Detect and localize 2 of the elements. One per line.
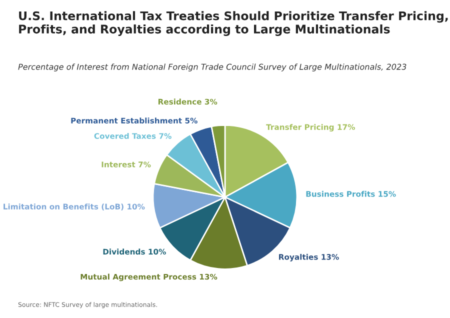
chart-title: U.S. International Tax Treaties Should Prioritize Transfer Pricing, Profits, and Royalties according to Large Multinationals bbox=[19, 11, 448, 36]
chart-subtitle: Percentage of Interest from National Foreign Trade Council Survey of Large Multinationals, 2023 bbox=[18, 64, 406, 72]
